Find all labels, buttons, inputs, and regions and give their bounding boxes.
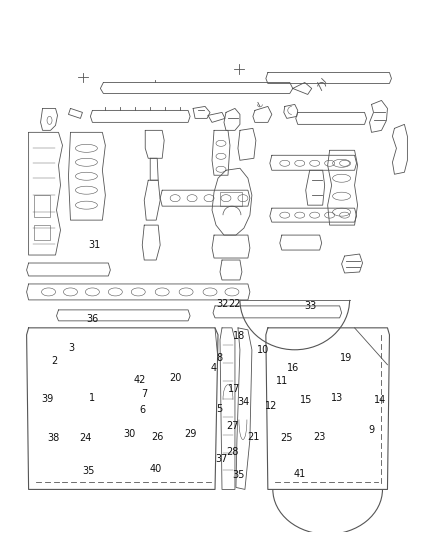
Text: 34: 34 bbox=[237, 397, 249, 407]
Text: 38: 38 bbox=[47, 433, 59, 443]
Text: 23: 23 bbox=[313, 432, 325, 442]
Text: 42: 42 bbox=[133, 375, 146, 385]
Text: 35: 35 bbox=[233, 471, 245, 480]
Bar bbox=[220, 192, 242, 206]
Text: 25: 25 bbox=[280, 433, 293, 443]
Text: 26: 26 bbox=[152, 432, 164, 442]
Text: 1: 1 bbox=[89, 393, 95, 403]
Text: 14: 14 bbox=[374, 395, 387, 406]
Text: 20: 20 bbox=[169, 373, 181, 383]
Text: 11: 11 bbox=[276, 376, 289, 386]
Text: 37: 37 bbox=[215, 454, 227, 464]
Text: 12: 12 bbox=[265, 401, 278, 411]
Bar bbox=[34, 225, 49, 240]
Text: 40: 40 bbox=[149, 464, 162, 473]
Text: 18: 18 bbox=[233, 330, 245, 341]
Text: 21: 21 bbox=[248, 432, 260, 442]
Text: 33: 33 bbox=[304, 301, 317, 311]
Bar bbox=[34, 195, 49, 217]
Text: 16: 16 bbox=[287, 362, 299, 373]
Text: 7: 7 bbox=[141, 389, 148, 399]
Text: 28: 28 bbox=[226, 447, 238, 456]
Text: 31: 31 bbox=[88, 240, 101, 250]
Text: 41: 41 bbox=[293, 469, 306, 479]
Text: 29: 29 bbox=[184, 429, 197, 439]
Text: 24: 24 bbox=[80, 433, 92, 443]
Text: 10: 10 bbox=[257, 345, 269, 356]
Text: 3: 3 bbox=[69, 343, 75, 353]
Text: 17: 17 bbox=[228, 384, 240, 394]
Text: 36: 36 bbox=[86, 313, 99, 324]
Text: 13: 13 bbox=[331, 393, 343, 403]
Text: 9: 9 bbox=[369, 425, 375, 435]
Text: 8: 8 bbox=[216, 353, 222, 363]
Text: 6: 6 bbox=[140, 405, 146, 415]
Text: 22: 22 bbox=[228, 298, 240, 309]
Text: 19: 19 bbox=[339, 353, 352, 363]
Text: 15: 15 bbox=[300, 395, 312, 406]
Text: 39: 39 bbox=[42, 394, 54, 405]
Text: 4: 4 bbox=[211, 362, 217, 373]
Text: 35: 35 bbox=[82, 466, 94, 476]
Text: 27: 27 bbox=[226, 421, 238, 431]
Text: 5: 5 bbox=[216, 404, 222, 414]
Text: 2: 2 bbox=[51, 356, 57, 366]
Text: 30: 30 bbox=[124, 429, 136, 439]
Text: 32: 32 bbox=[216, 298, 229, 309]
